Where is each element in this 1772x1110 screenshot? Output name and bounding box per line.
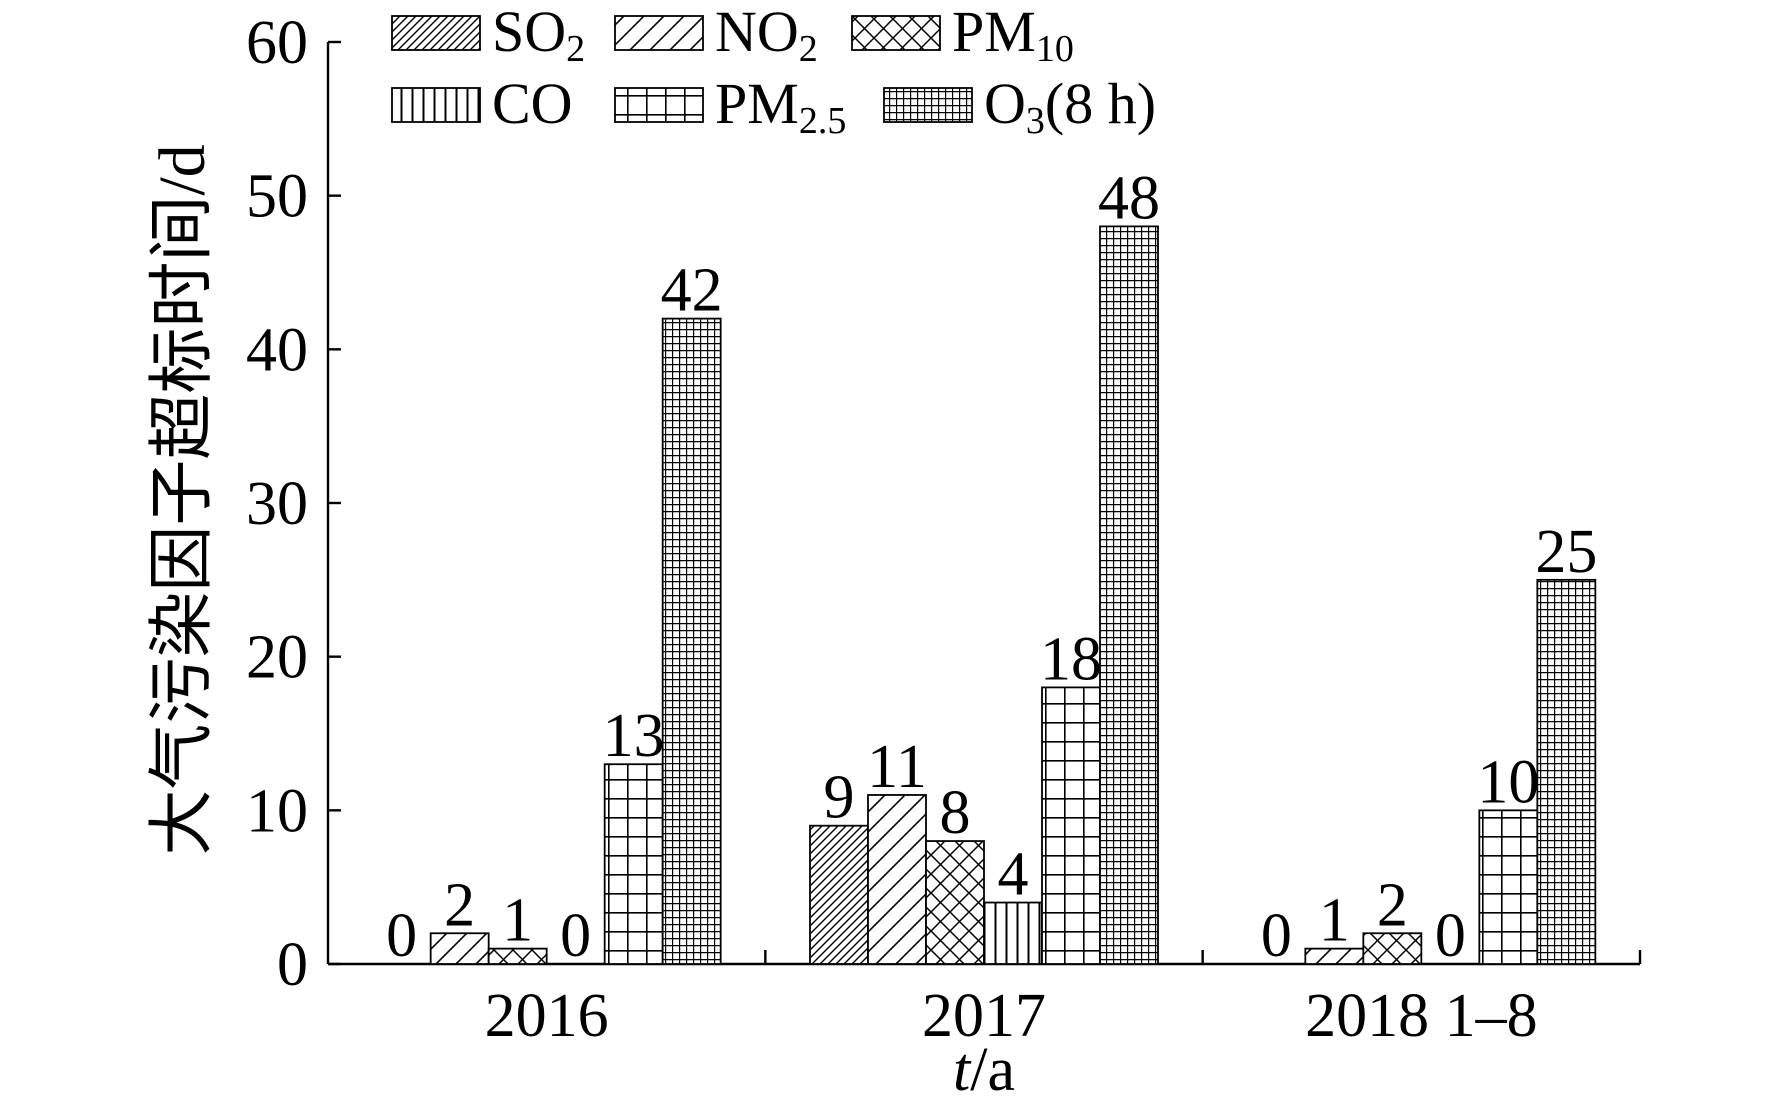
bar-2016-o3 bbox=[661, 317, 722, 965]
x-tick-label-2016: 2016 bbox=[485, 982, 609, 1050]
bar-2017-so2 bbox=[809, 824, 869, 965]
data-label-2016-pm10: 1 bbox=[502, 887, 533, 955]
data-label-2016-no2: 2 bbox=[444, 871, 475, 939]
data-label-2017-pm10: 8 bbox=[940, 779, 971, 847]
data-label-2018-1-8-co: 0 bbox=[1435, 902, 1466, 970]
bar-2018-1-8-o3 bbox=[1536, 578, 1597, 965]
bar-2017-pm2-5 bbox=[1041, 686, 1101, 965]
legend-label-subscript: 10 bbox=[1036, 28, 1074, 70]
data-label-2018-1-8-so2: 0 bbox=[1261, 902, 1292, 970]
bar-2018-1-8-pm10 bbox=[1362, 932, 1423, 965]
legend-label-main: NO bbox=[715, 0, 799, 64]
x-axis-title: t/a bbox=[953, 1036, 1015, 1104]
data-label-2017-no2: 11 bbox=[867, 733, 927, 801]
y-tick-label: 50 bbox=[246, 163, 308, 231]
legend-label-subscript: 2 bbox=[566, 28, 585, 70]
legend-swatch-no2 bbox=[614, 15, 704, 51]
legend-swatch-o3 bbox=[883, 87, 973, 123]
legend-label-main: SO bbox=[492, 0, 566, 64]
data-label-2016-o3: 42 bbox=[661, 257, 723, 325]
bar-2016-pm2-5 bbox=[603, 763, 664, 965]
data-label-2017-co: 4 bbox=[998, 841, 1029, 909]
legend-item-o3: O3(8 h) bbox=[883, 71, 1156, 142]
data-label-2018-1-8-pm10: 2 bbox=[1377, 871, 1408, 939]
legend-label-main: O bbox=[984, 71, 1026, 136]
data-label-2017-so2: 9 bbox=[824, 764, 855, 832]
y-tick-label: 60 bbox=[246, 9, 308, 77]
data-label-2018-1-8-o3: 25 bbox=[1535, 518, 1597, 586]
y-axis-title: 大气污染因子超标时间/d bbox=[146, 144, 219, 855]
legend-label-so2: SO2 bbox=[492, 0, 585, 70]
legend-item-co: CO bbox=[391, 71, 573, 136]
legend-label-pm2-5: PM2.5 bbox=[715, 71, 846, 142]
x-axis-title-italic: t bbox=[953, 1036, 972, 1104]
legend-item-no2: NO2 bbox=[614, 0, 818, 70]
data-label-2016-so2: 0 bbox=[386, 902, 417, 970]
legend-label-main: CO bbox=[492, 71, 573, 136]
legend-label-co: CO bbox=[492, 71, 573, 136]
legend-label-subscript: 3 bbox=[1026, 100, 1045, 142]
legend-label-o3: O3(8 h) bbox=[984, 71, 1156, 142]
legend-label-subscript: 2 bbox=[799, 28, 818, 70]
legend-swatch-pm10 bbox=[851, 15, 941, 51]
y-tick-label: 30 bbox=[246, 470, 308, 538]
legend-label-no2: NO2 bbox=[715, 0, 818, 70]
bar-2016-pm10 bbox=[487, 947, 548, 965]
data-label-2018-1-8-no2: 1 bbox=[1319, 887, 1350, 955]
bar-2017-no2 bbox=[867, 794, 927, 965]
legend-item-pm10: PM10 bbox=[851, 0, 1074, 70]
legend-item-so2: SO2 bbox=[391, 0, 585, 70]
x-tick-label-2017: 2017 bbox=[922, 982, 1046, 1050]
y-tick-label: 20 bbox=[246, 624, 308, 692]
x-tick-label-2018-1-8: 2018 1–8 bbox=[1305, 982, 1538, 1050]
legend-label-subscript: 2.5 bbox=[799, 100, 847, 142]
bar-2017-o3 bbox=[1099, 225, 1159, 965]
y-tick-label: 0 bbox=[277, 931, 308, 999]
bar-2017-pm10 bbox=[925, 840, 985, 965]
legend-label-tail: (8 h) bbox=[1045, 71, 1156, 136]
bar-2016-no2 bbox=[429, 932, 490, 965]
data-label-2016-pm2-5: 13 bbox=[603, 702, 665, 770]
legend-label-pm10: PM10 bbox=[952, 0, 1074, 70]
legend-label-main: PM bbox=[715, 71, 799, 136]
data-label-2017-o3: 48 bbox=[1098, 164, 1160, 232]
legend-swatch-pm2-5 bbox=[614, 87, 704, 123]
bar-2018-1-8-pm2-5 bbox=[1478, 809, 1539, 965]
data-label-2016-co: 0 bbox=[560, 902, 591, 970]
legend-swatch-so2 bbox=[391, 15, 481, 51]
x-axis-title-rest: /a bbox=[970, 1036, 1015, 1104]
data-label-2018-1-8-pm2-5: 10 bbox=[1477, 748, 1539, 816]
legend-swatch-co bbox=[391, 87, 481, 123]
y-tick-label: 10 bbox=[246, 777, 308, 845]
y-tick-label: 40 bbox=[246, 316, 308, 384]
legend-item-pm2-5: PM2.5 bbox=[614, 71, 846, 142]
data-label-2017-pm2-5: 18 bbox=[1040, 625, 1102, 693]
bar-2017-co bbox=[983, 901, 1043, 965]
legend-label-main: PM bbox=[952, 0, 1036, 64]
